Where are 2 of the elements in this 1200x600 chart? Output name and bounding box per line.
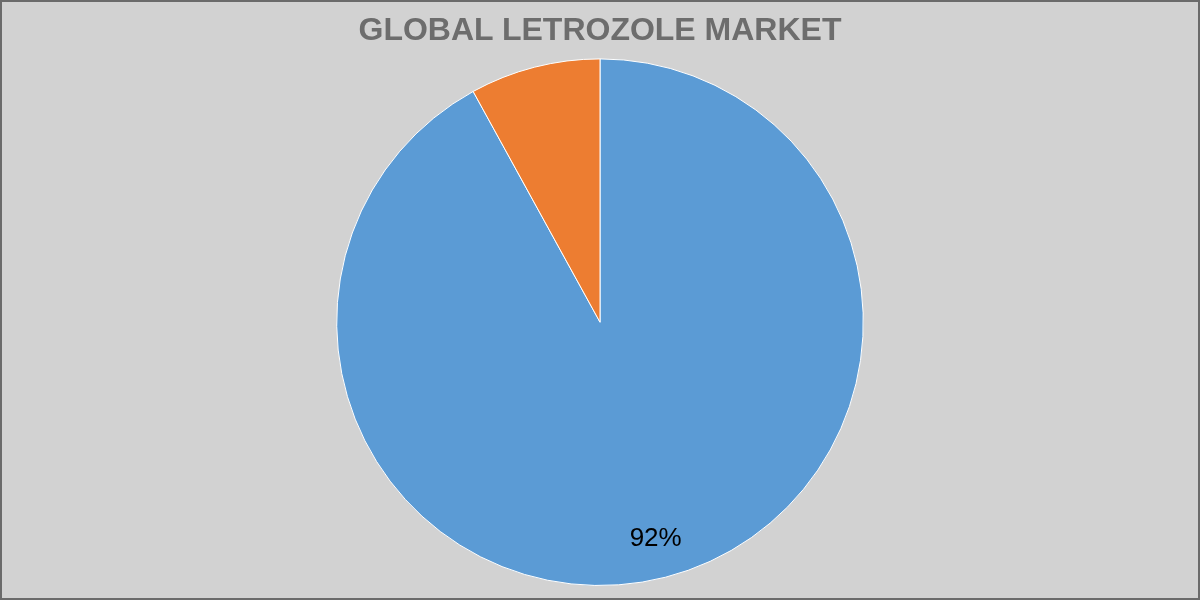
data-label: 92% xyxy=(629,522,682,553)
chart-title: GLOBAL LETROZOLE MARKET xyxy=(358,11,842,48)
